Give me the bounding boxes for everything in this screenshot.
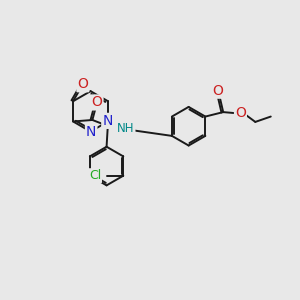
Text: O: O [235, 106, 246, 120]
Text: NH: NH [117, 122, 134, 135]
Text: O: O [77, 77, 88, 91]
Text: N: N [86, 125, 96, 139]
Text: O: O [213, 84, 224, 98]
Text: Cl: Cl [89, 169, 101, 182]
Text: O: O [92, 95, 103, 110]
Text: N: N [102, 114, 113, 128]
